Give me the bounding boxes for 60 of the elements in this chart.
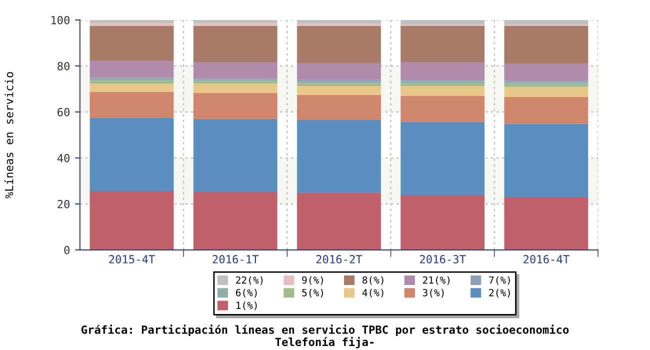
bar	[297, 94, 381, 120]
bar	[504, 86, 588, 97]
bar	[504, 197, 588, 250]
bar	[90, 23, 174, 26]
bar	[193, 118, 278, 192]
bar	[193, 23, 278, 26]
legend-label: 4(%)	[362, 288, 384, 298]
text: Gráfica: Participación líneas en servicio TPBC por estrato socioeconomico Telefonía fija-	[81, 324, 569, 348]
bar	[400, 86, 485, 96]
legend-label: 22(%)	[236, 276, 263, 285]
x-tick-label: 2016-1T	[212, 255, 259, 264]
x-tick-label: 2016-3T	[420, 255, 466, 264]
bar	[504, 96, 588, 124]
bar	[504, 26, 588, 64]
bar	[193, 26, 278, 62]
bar	[400, 62, 485, 80]
bar	[90, 26, 174, 61]
bar	[90, 118, 174, 192]
bar	[400, 194, 485, 250]
bar	[400, 26, 485, 62]
y-tick-label: 0	[64, 246, 70, 254]
legend-label: 3(%)	[422, 288, 444, 298]
bar	[90, 92, 174, 118]
y-axis-title: %Líneas en servicio	[4, 72, 14, 198]
bar	[297, 26, 381, 63]
bar	[193, 192, 278, 250]
legend-label: 21(%)	[423, 276, 450, 285]
y-tick-label: 100	[51, 16, 70, 24]
bar	[90, 60, 174, 78]
x-tick-label: 2016-4T	[524, 255, 570, 264]
y-tick-label: 40	[57, 154, 70, 162]
y-tick-label: 60	[58, 108, 70, 116]
bar	[400, 96, 485, 122]
legend-label: 6(%)	[236, 288, 257, 298]
legend-label: 2(%)	[489, 288, 510, 298]
bar	[504, 84, 588, 87]
bar	[400, 83, 485, 86]
bar	[193, 84, 278, 93]
bar	[504, 64, 588, 81]
bar	[400, 122, 485, 195]
bar	[297, 62, 381, 80]
x-tick-label: 2016-2T	[316, 255, 362, 264]
legend-label: 1(%)	[236, 301, 257, 310]
bar	[504, 124, 588, 198]
legend-label: 8(%)	[362, 276, 384, 285]
bar	[297, 83, 381, 86]
legend-label: 7(%)	[489, 276, 510, 285]
bar	[193, 62, 278, 78]
bar	[297, 86, 381, 95]
legend-label: 9(%)	[302, 276, 323, 285]
legend-label: 5(%)	[302, 288, 323, 298]
y-tick-label: 80	[58, 62, 70, 70]
bar	[90, 80, 174, 84]
x-tick-label: 2015-4T	[109, 255, 155, 264]
bar	[90, 84, 174, 92]
bar	[193, 92, 278, 119]
bar	[297, 192, 381, 250]
bar	[90, 191, 174, 250]
y-tick-label: 20	[58, 200, 70, 208]
bar	[297, 120, 381, 193]
